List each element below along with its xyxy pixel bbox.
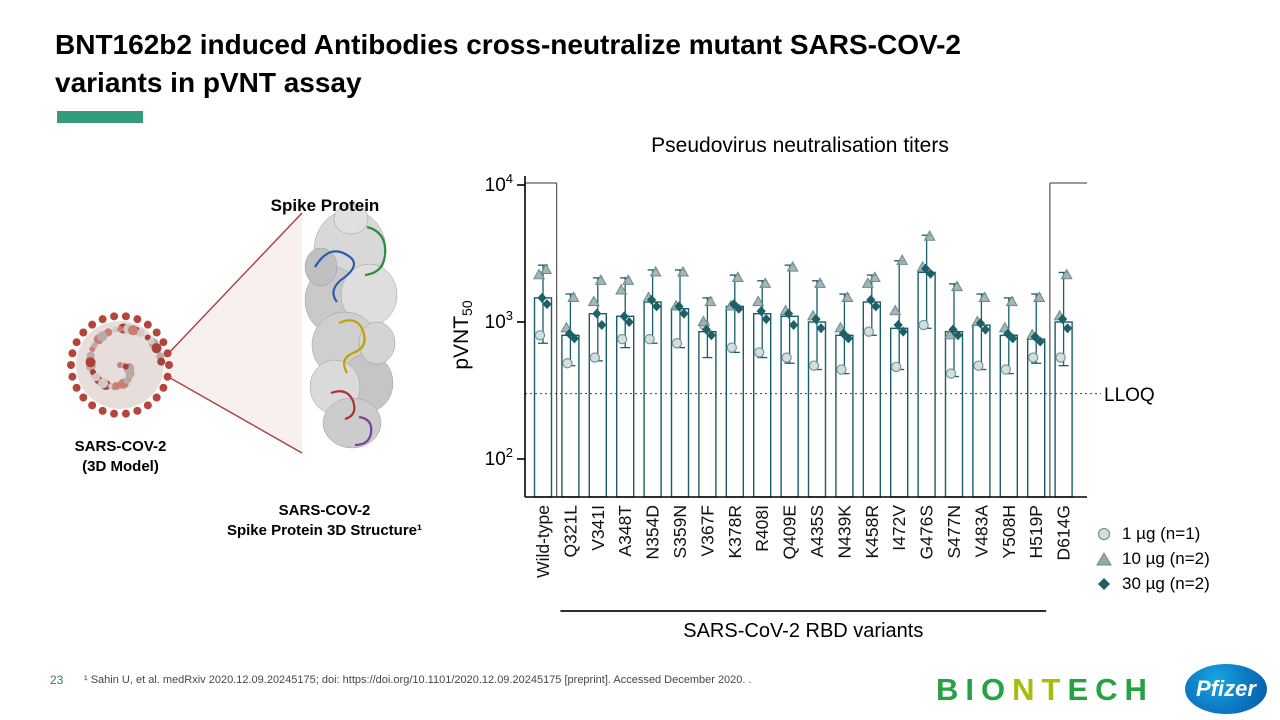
chart-legend: 1 µg (n=1) 10 µg (n=2) 30 µg (n=2) xyxy=(1095,524,1210,594)
legend-item-10ug: 10 µg (n=2) xyxy=(1095,549,1210,569)
slide-title-line1: BNT162b2 induced Antibodies cross-neutra… xyxy=(55,29,962,60)
title-accent-bar xyxy=(57,111,143,123)
y-tick-label: 104 xyxy=(485,171,513,196)
slide-title: BNT162b2 induced Antibodies cross-neutra… xyxy=(55,26,961,102)
biontech-logo: BIONTECH xyxy=(936,672,1154,708)
y-tick-label: 102 xyxy=(485,445,513,470)
spike-protein-structure xyxy=(304,203,398,449)
x-tick-V367F: V367F xyxy=(697,505,717,557)
virus-caption: SARS-COV-2 (3D Model) xyxy=(33,437,208,476)
spike-protein-label: Spike Protein xyxy=(270,196,380,215)
lloq-label: LLOQ xyxy=(1104,385,1155,406)
virus-3d-model xyxy=(67,312,173,418)
zoom-line-top xyxy=(164,212,303,358)
pvnt-chart: 102 103 104 Wild-type Q321L V341I A348T N354D S3… xyxy=(485,171,1101,642)
legend-label-10ug: 10 µg (n=2) xyxy=(1122,549,1210,568)
x-tick-S477N: S477N xyxy=(944,505,964,559)
legend-label-1ug: 1 µg (n=1) xyxy=(1122,524,1201,543)
slide-title-line2: variants in pVNT assay xyxy=(55,67,362,99)
x-tick-K378R: K378R xyxy=(725,505,745,559)
x-tick-R408I: R408I xyxy=(752,505,772,552)
sars-cov-2-figure xyxy=(67,203,398,454)
x-tick-A435S: A435S xyxy=(807,505,827,558)
citation: ¹ Sahin U, et al. medRxiv 2020.12.09.202… xyxy=(84,674,752,686)
triangle-marker-icon xyxy=(1096,552,1112,566)
x-tick-K458R: K458R xyxy=(862,505,882,559)
x-tick-N354D: N354D xyxy=(643,505,663,559)
diamond-marker-icon xyxy=(1098,578,1110,590)
pfizer-logo: Pfizer xyxy=(1185,664,1267,714)
zoom-cone xyxy=(165,213,302,453)
legend-item-1ug: 1 µg (n=1) xyxy=(1095,524,1210,544)
biontech-logo-part3: ECH xyxy=(1067,672,1154,707)
biontech-logo-part1: BIO xyxy=(936,672,1013,707)
x-axis-group-label: SARS-CoV-2 RBD variants xyxy=(683,620,923,642)
legend-item-30ug: 30 µg (n=2) xyxy=(1095,574,1210,594)
x-tick-S359N: S359N xyxy=(670,505,690,559)
x-tick-V483A: V483A xyxy=(971,505,991,558)
legend-label-30ug: 30 µg (n=2) xyxy=(1122,574,1210,593)
series-diamond xyxy=(537,263,1073,347)
zoom-line-bottom xyxy=(164,374,303,454)
circle-marker-icon xyxy=(1097,527,1111,541)
x-tick-Q321L: Q321L xyxy=(560,505,580,558)
virus-caption-line2: (3D Model) xyxy=(82,457,159,475)
x-tick-D614G: D614G xyxy=(1054,505,1074,560)
series-circle xyxy=(534,319,1066,379)
x-tick-A348T: A348T xyxy=(615,505,635,557)
pfizer-logo-text: Pfizer xyxy=(1196,676,1256,701)
x-tick-Wild-type: Wild-type xyxy=(533,505,553,578)
x-tick-Q409E: Q409E xyxy=(780,505,800,559)
x-tick-H519P: H519P xyxy=(1026,505,1046,559)
structure-caption-line2: Spike Protein 3D Structure¹ xyxy=(226,521,423,539)
page-number: 23 xyxy=(50,673,64,687)
virus-caption-line1: SARS-COV-2 xyxy=(74,438,167,455)
chart-title: Pseudovirus neutralisation titers xyxy=(651,134,949,157)
x-tick-I472V: I472V xyxy=(889,505,909,551)
structure-caption: SARS-COV-2 Spike Protein 3D Structure¹ xyxy=(222,501,427,540)
series-triangle xyxy=(532,229,1073,340)
x-tick-V341I: V341I xyxy=(588,505,608,551)
structure-caption-line1: SARS-COV-2 xyxy=(278,502,371,519)
x-tick-G476S: G476S xyxy=(917,505,937,559)
biontech-logo-part2: NT xyxy=(1012,672,1068,707)
x-tick-Y508H: Y508H xyxy=(999,505,1019,559)
y-tick-label: 103 xyxy=(485,308,513,333)
x-tick-N439K: N439K xyxy=(834,505,854,559)
